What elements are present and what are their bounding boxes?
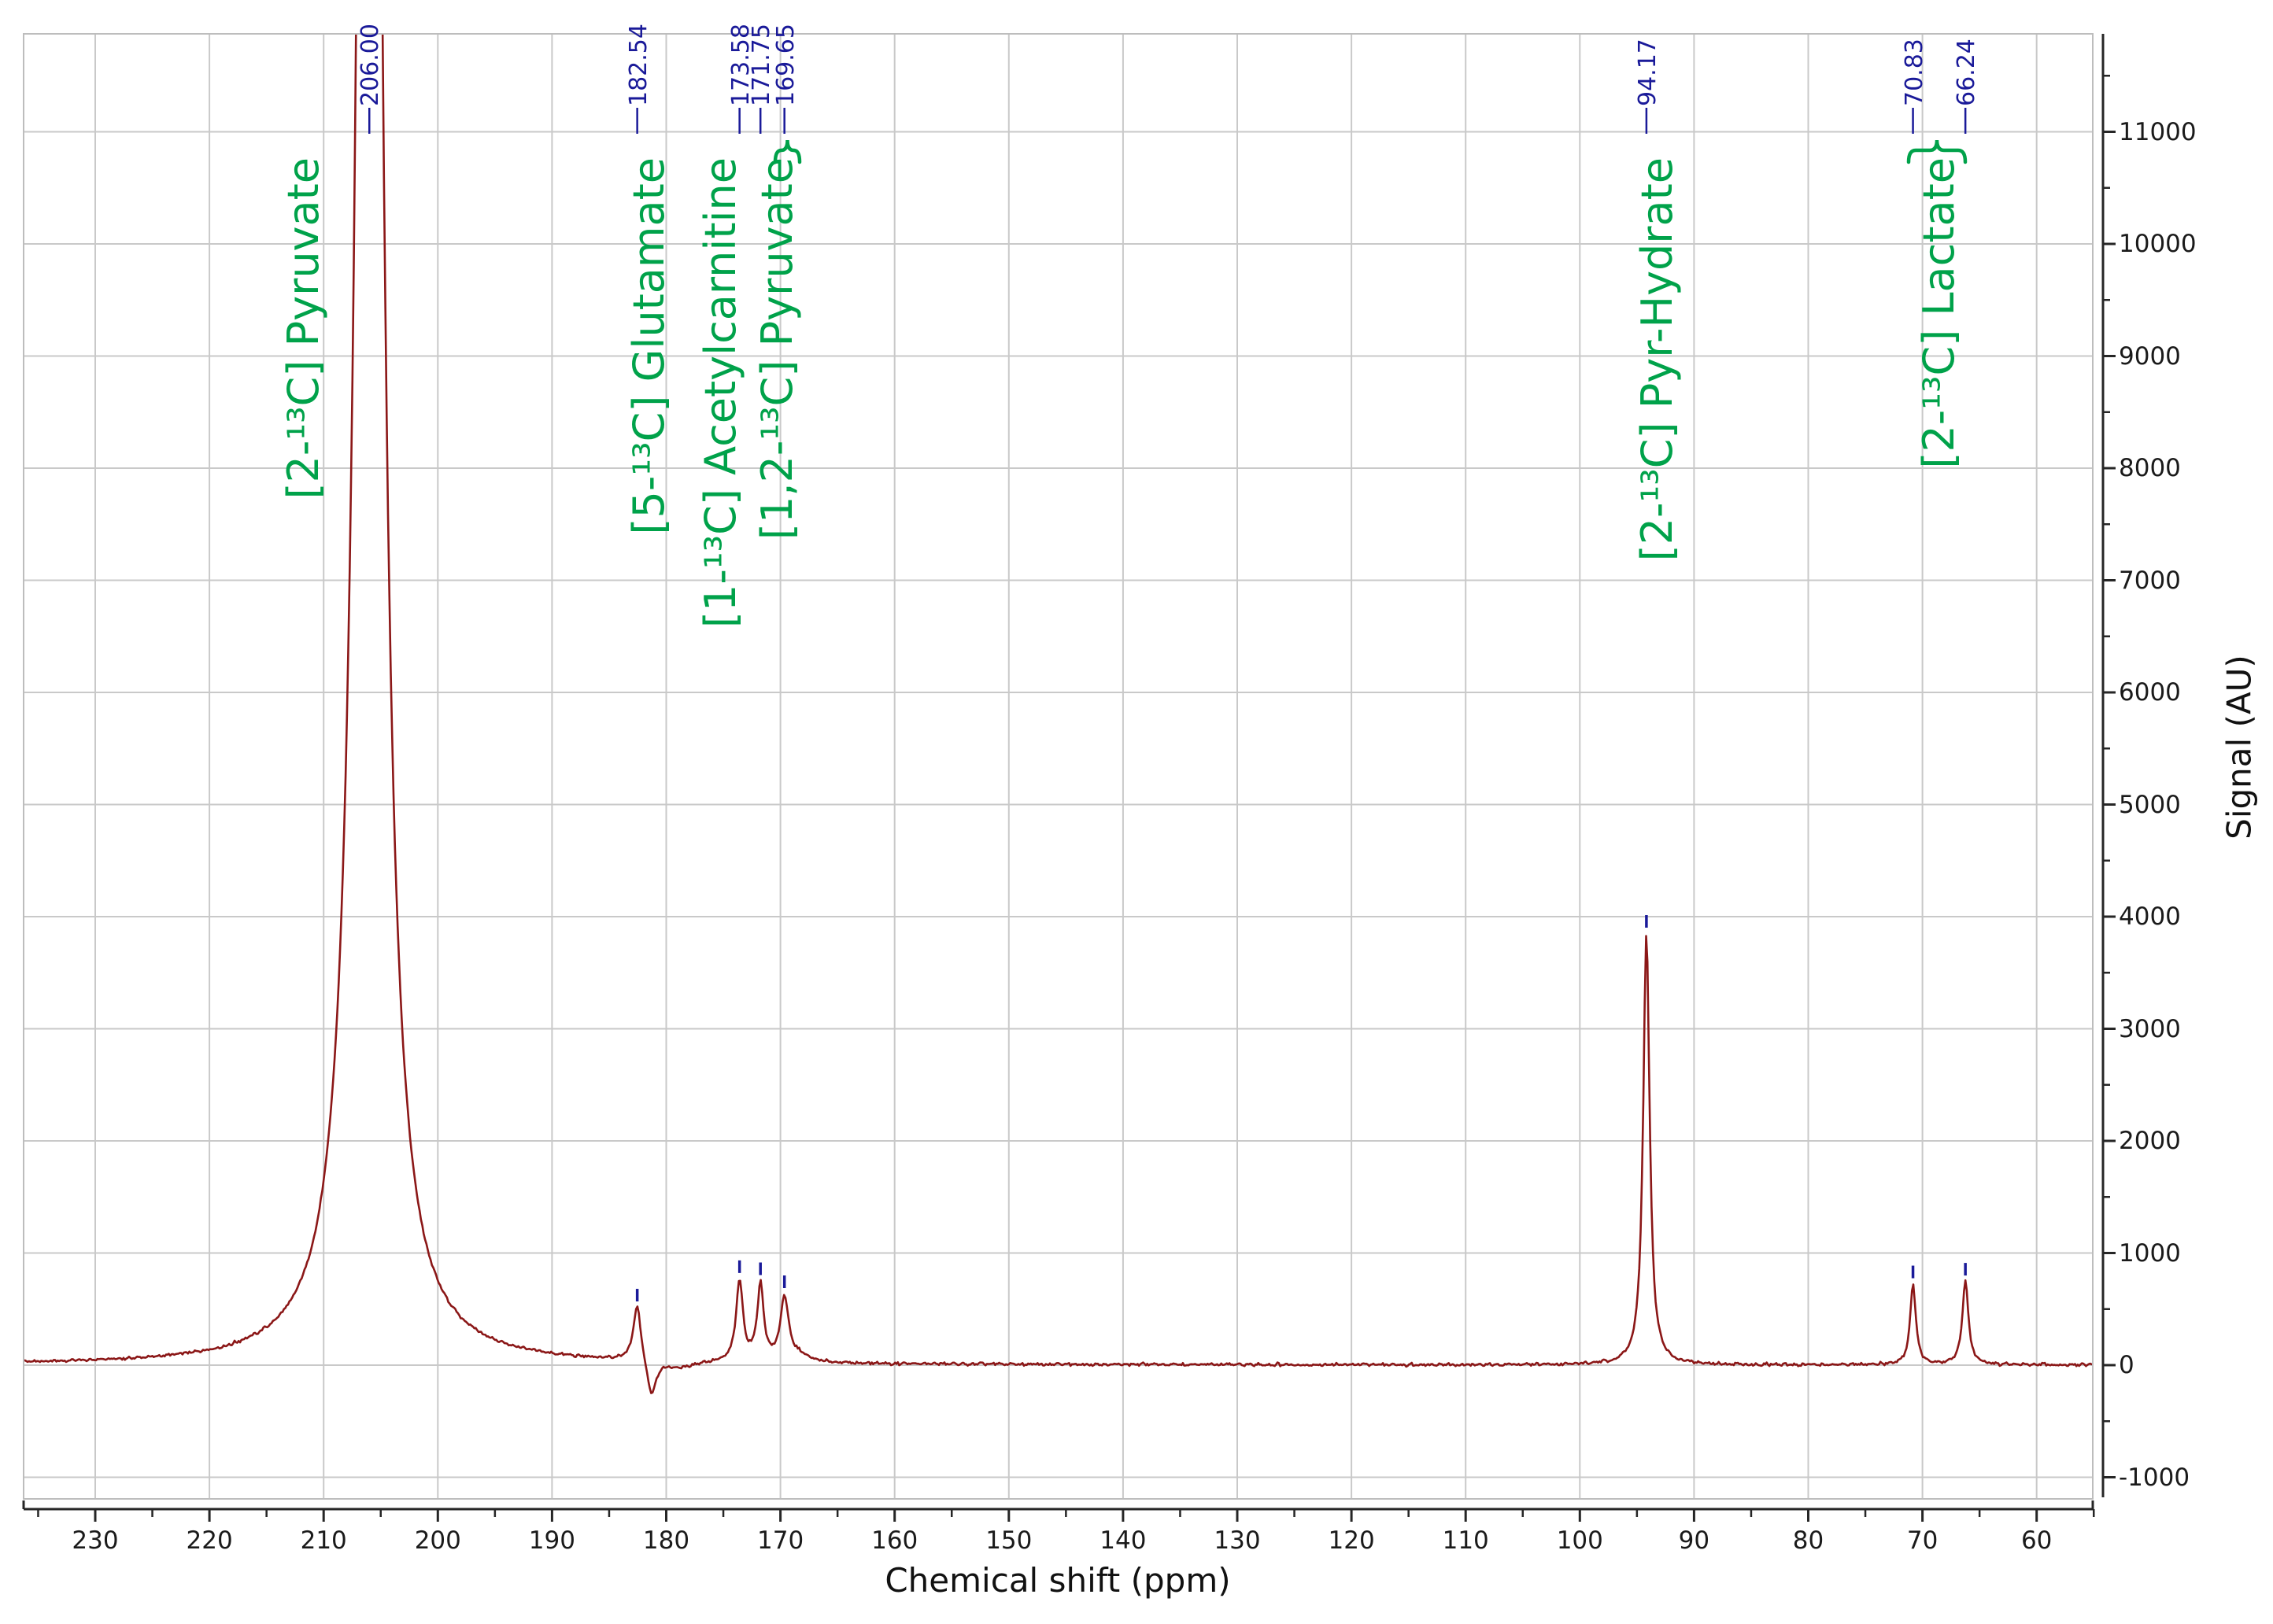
peak-ppm-label: 66.24 <box>1953 39 1981 106</box>
spectrum-trace-group <box>24 35 2092 1394</box>
x-tick-label: 210 <box>300 1526 347 1555</box>
peak-marker-ticks <box>635 915 1967 1302</box>
metabolite-label: [2-¹³C] Pyruvate <box>279 157 328 500</box>
peak-ppm-label: 94.17 <box>1633 39 1661 106</box>
peak-ppm-label: 171.75 <box>748 24 776 106</box>
x-tick-label: 70 <box>1906 1526 1939 1555</box>
x-axis-title: Chemical shift (ppm) <box>885 1561 1231 1600</box>
y-tick-label: 4000 <box>2119 902 2181 931</box>
doublet-brace <box>773 139 802 164</box>
x-tick-label: 110 <box>1442 1526 1489 1555</box>
x-tick-label: 120 <box>1328 1526 1375 1555</box>
y-tick-label: 2000 <box>2119 1127 2181 1155</box>
y-tick-label: 0 <box>2119 1351 2134 1379</box>
metabolite-label: [2-¹³C] Lactate <box>1914 157 1964 469</box>
y-tick-label: 3000 <box>2119 1014 2181 1043</box>
y-tick-label: 8000 <box>2119 454 2181 482</box>
x-tick-label: 150 <box>985 1526 1033 1555</box>
peak-ppm-label: 169.65 <box>771 24 800 106</box>
plot-border <box>23 33 2094 1500</box>
x-tick-label: 200 <box>414 1526 461 1555</box>
x-tick-label: 180 <box>642 1526 690 1555</box>
peak-ppm-label: 70.83 <box>1900 39 1928 106</box>
x-tick-label: 220 <box>186 1526 233 1555</box>
x-tick-label: 100 <box>1556 1526 1603 1555</box>
y-axis-title: Signal (AU) <box>2219 655 2259 840</box>
y-tick-label: -1000 <box>2119 1463 2190 1492</box>
doublet-brace <box>1906 139 1968 164</box>
axes <box>22 34 2116 1522</box>
spectrum-trace <box>24 35 2092 1394</box>
peak-ppm-label: 182.54 <box>624 24 652 106</box>
metabolite-label: [5-¹³C] Glutamate <box>624 157 674 535</box>
x-tick-label: 170 <box>757 1526 804 1555</box>
x-tick-label: 140 <box>1100 1526 1147 1555</box>
annotation-lines <box>368 108 1968 164</box>
x-tick-label: 60 <box>2020 1526 2053 1555</box>
y-tick-label: 10000 <box>2119 230 2197 258</box>
x-tick-label: 130 <box>1214 1526 1261 1555</box>
x-tick-label: 160 <box>871 1526 918 1555</box>
y-tick-label: 11000 <box>2119 117 2197 146</box>
y-tick-label: 9000 <box>2119 341 2181 371</box>
x-tick-label: 230 <box>72 1526 119 1555</box>
gridlines <box>24 34 2093 1499</box>
y-tick-label: 1000 <box>2119 1238 2181 1268</box>
x-tick-label: 90 <box>1678 1526 1710 1555</box>
x-tick-label: 190 <box>528 1526 575 1555</box>
x-tick-label: 80 <box>1792 1526 1824 1555</box>
metabolite-label: [1-¹³C] Acetylcarnitine <box>696 157 745 629</box>
metabolite-label: [2-¹³C] Pyr-Hydrate <box>1632 157 1682 562</box>
y-tick-label: 7000 <box>2119 566 2181 595</box>
peak-ppm-label: 206.00 <box>357 24 385 106</box>
y-tick-label: 5000 <box>2119 790 2181 819</box>
metabolite-label: [1,2-¹³C] Pyruvate <box>752 157 802 541</box>
y-tick-label: 6000 <box>2119 678 2181 707</box>
